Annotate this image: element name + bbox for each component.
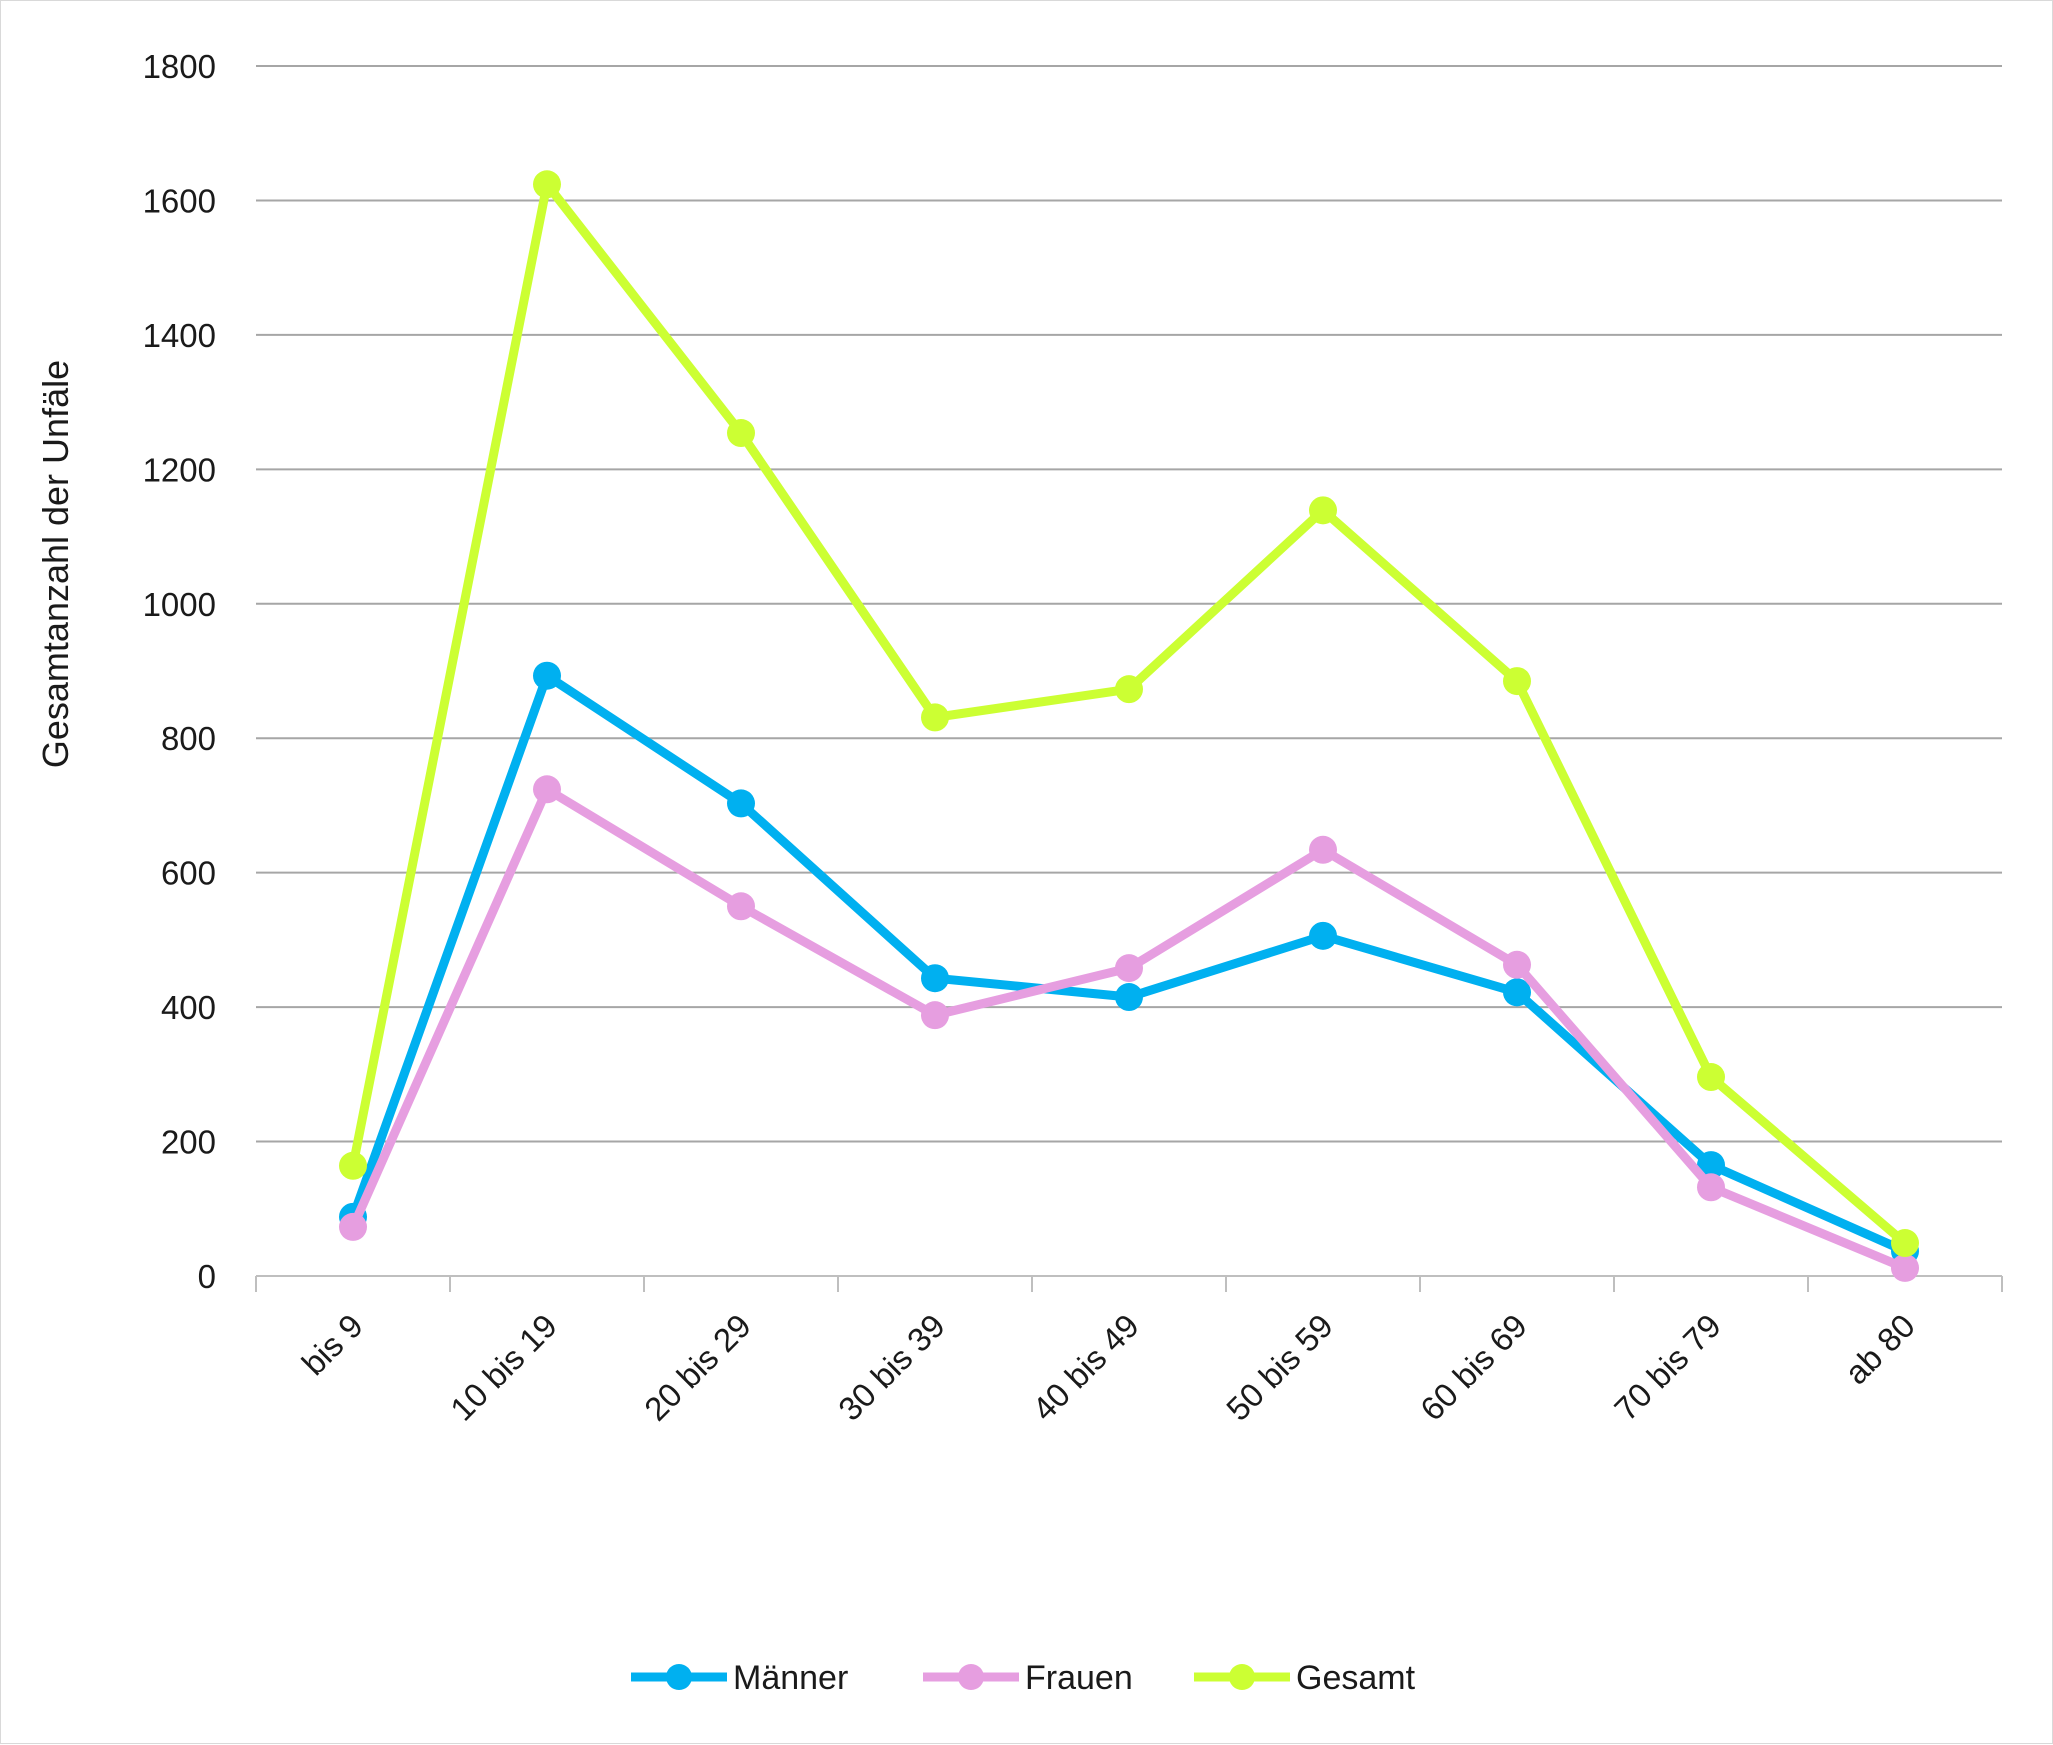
data-point xyxy=(533,170,561,199)
data-point xyxy=(921,964,949,993)
data-point xyxy=(1697,1151,1725,1180)
y-tick-label: 600 xyxy=(161,855,216,892)
data-point xyxy=(727,419,755,448)
y-tick-label: 1000 xyxy=(143,586,216,623)
data-point xyxy=(1115,983,1143,1012)
x-axis-tick-labels: bis 9 10 bis 19 20 bis 29 30 bis 39 40 bis 4… xyxy=(294,1307,1921,1428)
x-axis xyxy=(255,1275,2003,1292)
x-tick-label: 10 bis 19 xyxy=(443,1307,564,1428)
legend-swatch-marker xyxy=(1229,1664,1255,1690)
data-point xyxy=(533,661,561,690)
data-point xyxy=(1697,1063,1725,1092)
legend-label: Gesamt xyxy=(1296,1659,1416,1697)
data-point xyxy=(1115,675,1143,704)
y-tick-label: 800 xyxy=(161,720,216,757)
data-point xyxy=(1503,667,1531,696)
y-tick-label: 200 xyxy=(161,1124,216,1161)
y-tick-label: 1600 xyxy=(143,182,216,219)
legend-label: Männer xyxy=(733,1659,848,1697)
data-point xyxy=(921,703,949,732)
data-point xyxy=(1503,978,1531,1007)
data-point xyxy=(727,789,755,818)
y-axis-title: Gesamtanzahl der Unfäle xyxy=(35,360,76,768)
data-point xyxy=(1891,1229,1919,1258)
y-tick-label: 0 xyxy=(198,1258,216,1295)
data-point xyxy=(1697,1173,1725,1202)
x-tick-label: 50 bis 59 xyxy=(1219,1307,1340,1428)
x-tick-label: bis 9 xyxy=(294,1307,369,1382)
data-point xyxy=(533,775,561,804)
y-tick-label: 400 xyxy=(161,989,216,1026)
data-point xyxy=(1891,1253,1919,1282)
data-point xyxy=(339,1212,367,1241)
data-point xyxy=(1309,835,1337,864)
x-tick-label: 30 bis 39 xyxy=(831,1307,952,1428)
x-tick-label: 60 bis 69 xyxy=(1413,1307,1534,1428)
data-point xyxy=(339,1151,367,1180)
data-point xyxy=(1115,954,1143,983)
y-tick-label: 1400 xyxy=(143,317,216,354)
data-point xyxy=(1309,921,1337,950)
data-point xyxy=(921,1001,949,1030)
data-point xyxy=(1309,496,1337,525)
y-axis-tick-labels: 0 200 400 600 800 1000 1200 1400 1600 1800 xyxy=(143,48,216,1295)
series-line xyxy=(348,784,1910,1273)
data-point xyxy=(727,892,755,921)
legend-label: Frauen xyxy=(1025,1659,1133,1697)
x-tick-label: ab 80 xyxy=(1837,1307,1922,1392)
series-line xyxy=(348,179,1910,1248)
gridlines xyxy=(256,65,2002,1143)
legend-swatch-marker xyxy=(666,1664,692,1690)
legend-swatch-marker xyxy=(958,1664,984,1690)
legend: Männer Frauen Gesamt xyxy=(631,1659,1416,1697)
y-tick-label: 1200 xyxy=(143,451,216,488)
x-tick-label: 70 bis 79 xyxy=(1607,1307,1728,1428)
x-tick-label: 40 bis 49 xyxy=(1025,1307,1146,1428)
series xyxy=(339,170,1919,1282)
x-tick-label: 20 bis 29 xyxy=(637,1307,758,1428)
data-point xyxy=(1503,950,1531,979)
y-tick-label: 1800 xyxy=(143,48,216,85)
